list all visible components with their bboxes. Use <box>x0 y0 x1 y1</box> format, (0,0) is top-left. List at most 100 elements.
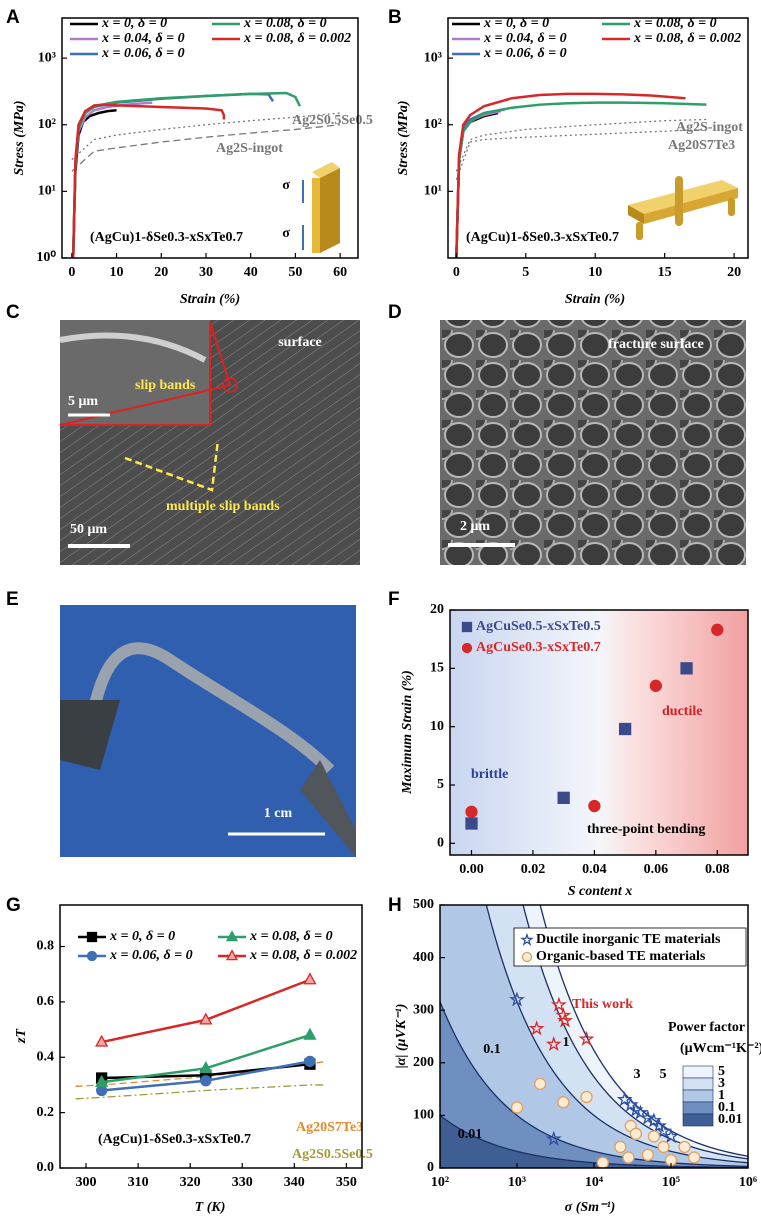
y-tick-label: 10² <box>38 117 56 132</box>
plot-frame <box>439 904 749 1169</box>
panel-label: F <box>388 589 400 610</box>
x-tick-label: 310 <box>128 1175 149 1190</box>
legend-label: x = 0.08, δ = 0 <box>249 929 333 944</box>
marker <box>588 799 601 813</box>
y-axis-title: Maximum Strain (%) <box>400 670 415 795</box>
photo-e: E 1 cm <box>6 589 356 857</box>
legend-label: Organic-based TE materials <box>536 949 706 964</box>
marker <box>645 1112 662 1128</box>
x-tick-label: 5 <box>522 265 529 280</box>
x-tick-label: 10 <box>110 265 124 280</box>
series-line <box>71 103 226 258</box>
colorbar-box <box>682 1101 714 1115</box>
inset-marker <box>222 377 238 393</box>
x-tick-label: 10 <box>588 265 602 280</box>
image-text: multiple slip bands <box>166 499 280 514</box>
marker <box>688 1151 701 1164</box>
contour-label: 3 <box>634 1067 641 1082</box>
reference-curve <box>455 128 707 180</box>
y-tick-label: 10 <box>430 719 444 734</box>
panel-label: B <box>388 7 402 28</box>
series-line <box>101 978 311 1044</box>
marker <box>545 1036 562 1052</box>
legend-label: x = 0.08, δ = 0.002 <box>249 948 357 963</box>
legend-label: x = 0.06, δ = 0 <box>101 46 185 61</box>
y-tick-label: 0.0 <box>37 1160 55 1175</box>
contour-label: 1 <box>563 1035 570 1050</box>
colorbar-label: 5 <box>718 1064 725 1079</box>
x-tick-label: 350 <box>336 1175 357 1190</box>
colorbar-label: 0.01 <box>718 1112 743 1127</box>
marker <box>557 1096 570 1109</box>
image-text: 2 μm <box>460 519 490 534</box>
x-tick-label: 0.08 <box>705 862 730 877</box>
marker <box>534 1077 547 1090</box>
icon-face <box>312 162 340 178</box>
contour-label: 5 <box>660 1067 667 1082</box>
sem-image-c: C surface slip bands 5 μm multiple slip … <box>6 302 360 565</box>
legend-marker <box>521 951 533 963</box>
panel-label: G <box>6 895 21 916</box>
panel-label: H <box>388 895 402 916</box>
image-text: 1 cm <box>264 806 293 821</box>
colorbar-label: 3 <box>718 1076 725 1091</box>
reference-curve <box>71 112 341 161</box>
legend-marker <box>461 621 473 633</box>
colorbar-box <box>682 1065 714 1079</box>
contour-line <box>440 1001 748 1167</box>
marker <box>678 1140 691 1154</box>
sem-fracture <box>440 320 746 565</box>
y-tick-label: 10⁰ <box>36 250 56 265</box>
annotation: σ <box>282 226 290 241</box>
tweezer <box>300 760 356 857</box>
y-tick-label: 10² <box>424 117 442 132</box>
panel-label: D <box>388 302 402 323</box>
x-tick-label: 0.02 <box>521 862 546 877</box>
marker <box>622 1151 635 1164</box>
legend-label: x = 0.06, δ = 0 <box>483 46 567 61</box>
contour-fill <box>440 1115 748 1168</box>
icon-face <box>628 205 644 224</box>
y-tick-label: 100 <box>413 1108 434 1123</box>
y-tick-label: 10³ <box>424 50 442 65</box>
marker <box>680 662 693 675</box>
x-axis-title: Strain (%) <box>565 292 625 307</box>
legend-marker <box>461 642 473 654</box>
x-tick-label: 60 <box>333 265 347 280</box>
panel-label: A <box>6 7 20 28</box>
annotation: (AgCu)1-δSe0.3-xSxTe0.7 <box>98 1132 251 1147</box>
plot-frame <box>61 17 359 259</box>
inset-texture <box>59 332 207 363</box>
x-tick-label: 330 <box>232 1175 253 1190</box>
legend-marker <box>225 930 239 942</box>
annotation: three-point bending <box>587 822 705 837</box>
legend-label: x = 0, δ = 0 <box>109 929 175 944</box>
y-tick-label: 10¹ <box>38 184 56 199</box>
marker <box>629 1127 643 1140</box>
legend-label: AgCuSe0.5-xSxTe0.5 <box>476 619 601 634</box>
y-tick-label: 10³ <box>38 50 56 65</box>
x-tick-label: 30 <box>199 265 213 280</box>
reference-label: Ag2S0.5Se0.5 <box>292 1147 373 1162</box>
icon-pin <box>636 222 643 240</box>
legend-label: AgCuSe0.3-xSxTe0.7 <box>476 640 601 655</box>
plot-frame <box>447 17 749 259</box>
panel-label: E <box>6 589 19 610</box>
icon-face <box>312 178 320 253</box>
x-tick-label: 40 <box>244 265 258 280</box>
marker <box>663 1128 679 1144</box>
y-tick-label: 0.8 <box>37 939 55 954</box>
plot-frame <box>449 609 749 856</box>
x-tick-label: 10² <box>431 1175 449 1190</box>
series-line <box>455 92 686 258</box>
reference-curve <box>455 118 707 172</box>
x-tick-label: 320 <box>180 1175 201 1190</box>
marker <box>657 1140 670 1154</box>
y-tick-label: 5 <box>437 777 444 792</box>
plot-frame <box>59 904 363 1169</box>
sem-image-d: D fracture surface 2 μm <box>388 302 746 565</box>
contour-line <box>440 1114 748 1168</box>
legend-label: x = 0, δ = 0 <box>483 16 549 31</box>
marker <box>632 1104 649 1120</box>
legend-label: x = 0.06, δ = 0 <box>109 948 193 963</box>
